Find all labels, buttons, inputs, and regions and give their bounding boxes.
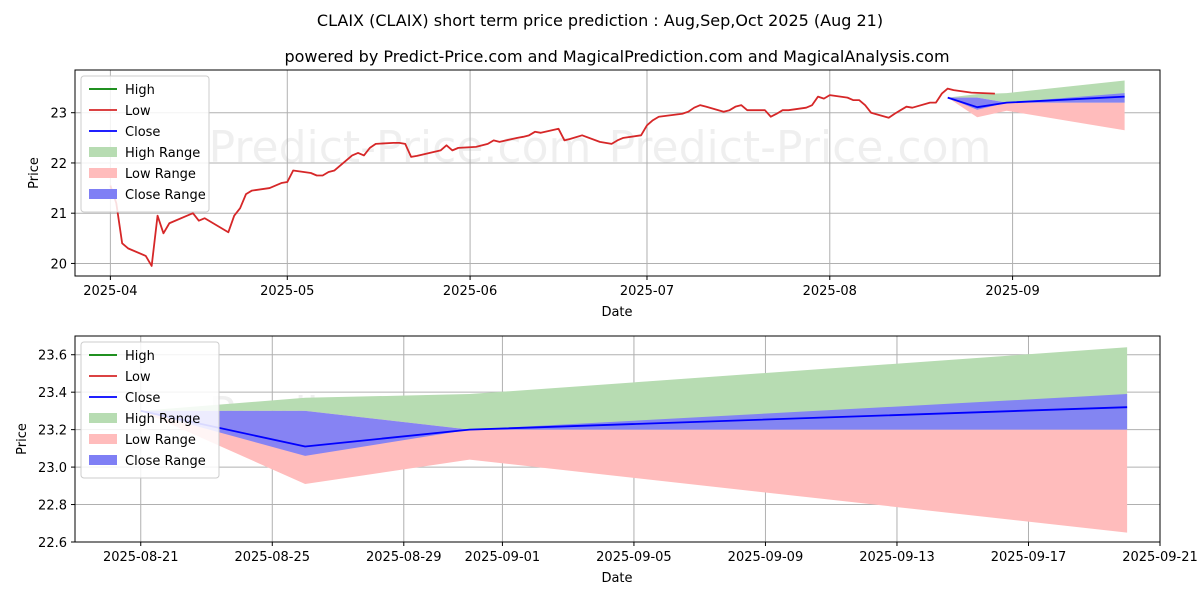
legend-low-range-label: Low Range [125, 167, 196, 182]
x-tick-label: 2025-08-29 [366, 550, 442, 565]
legend-high-range-label: High Range [125, 146, 200, 161]
y-tick-label: 23.6 [38, 349, 67, 364]
legend-high-range-label: High Range [125, 412, 200, 427]
close-series-line [140, 406, 1128, 448]
plot-content [109, 80, 1125, 267]
chart-subtitle: powered by Predict-Price.com and Magical… [284, 47, 949, 66]
legend-close-range-swatch [89, 455, 117, 465]
close-range-band [140, 394, 1128, 456]
watermark-text: Predict-Price.com [209, 122, 592, 173]
x-tick-label: 2025-08 [803, 284, 857, 299]
legend-high-range-swatch [89, 413, 117, 423]
watermark-text: Predict-Price.com [609, 122, 992, 173]
legend-close-label: Close [125, 125, 160, 140]
legend-high-range-swatch [89, 147, 117, 157]
y-axis-label: Price [27, 157, 42, 189]
x-axis-label: Date [601, 305, 632, 320]
legend-close-range-label: Close Range [125, 188, 206, 203]
watermark-group: Predict-Price.com Predict-Price.com [209, 122, 992, 173]
x-axis-label: Date [601, 571, 632, 586]
legend: High Low Close High Range Low Range Close Ran… [80, 341, 220, 479]
low-series-line [109, 87, 995, 267]
legend-low-label: Low [125, 370, 151, 385]
plot-content [140, 347, 1128, 533]
legend-close-range-label: Close Range [125, 454, 206, 469]
y-tick-label: 23.2 [38, 424, 67, 439]
legend-high-label: High [125, 349, 155, 364]
x-tick-label: 2025-09-09 [728, 550, 804, 565]
x-tick-label: 2025-08-21 [103, 550, 179, 565]
legend-high-label: High [125, 83, 155, 98]
legend-low-range-swatch [89, 434, 117, 444]
zoomed-prediction-chart: Predict-Price.comPredict-Price.com2025-0… [15, 335, 1198, 586]
x-tick-label: 2025-09-05 [596, 550, 672, 565]
y-axis-label: Price [15, 423, 30, 455]
x-tick-label: 2025-05 [260, 284, 314, 299]
x-tick-label: 2025-09-01 [465, 550, 541, 565]
legend: High Low Close High Range Low Range Close Ran… [80, 75, 210, 213]
x-tick-label: 2025-09-17 [991, 550, 1067, 565]
x-tick-label: 2025-08-25 [234, 550, 310, 565]
legend-close-range-swatch [89, 189, 117, 199]
y-tick-label: 23 [50, 107, 67, 122]
y-tick-label: 22 [50, 157, 67, 172]
legend-low-range-swatch [89, 168, 117, 178]
x-tick-label: 2025-07 [620, 284, 674, 299]
y-tick-label: 20 [50, 257, 67, 272]
x-tick-label: 2025-09-13 [859, 550, 935, 565]
x-tick-label: 2025-04 [83, 284, 137, 299]
main-price-chart: Predict-Price.com Predict-Price.com 2025-0… [27, 69, 1161, 320]
legend-low-range-label: Low Range [125, 433, 196, 448]
plot-frame [74, 335, 1161, 543]
plot-frame [74, 69, 1161, 277]
close-series-line [947, 95, 1125, 109]
y-tick-label: 21 [50, 207, 67, 222]
x-tick-label: 2025-09-21 [1122, 550, 1198, 565]
y-tick-label: 23.4 [38, 386, 67, 401]
x-tick-label: 2025-09 [985, 284, 1039, 299]
legend-low-label: Low [125, 104, 151, 119]
legend-close-label: Close [125, 391, 160, 406]
y-tick-label: 22.6 [38, 536, 67, 551]
y-tick-label: 22.8 [38, 499, 67, 514]
x-tick-label: 2025-06 [443, 284, 497, 299]
y-tick-label: 23.0 [38, 461, 67, 476]
chart-title: CLAIX (CLAIX) short term price predictio… [317, 11, 883, 30]
